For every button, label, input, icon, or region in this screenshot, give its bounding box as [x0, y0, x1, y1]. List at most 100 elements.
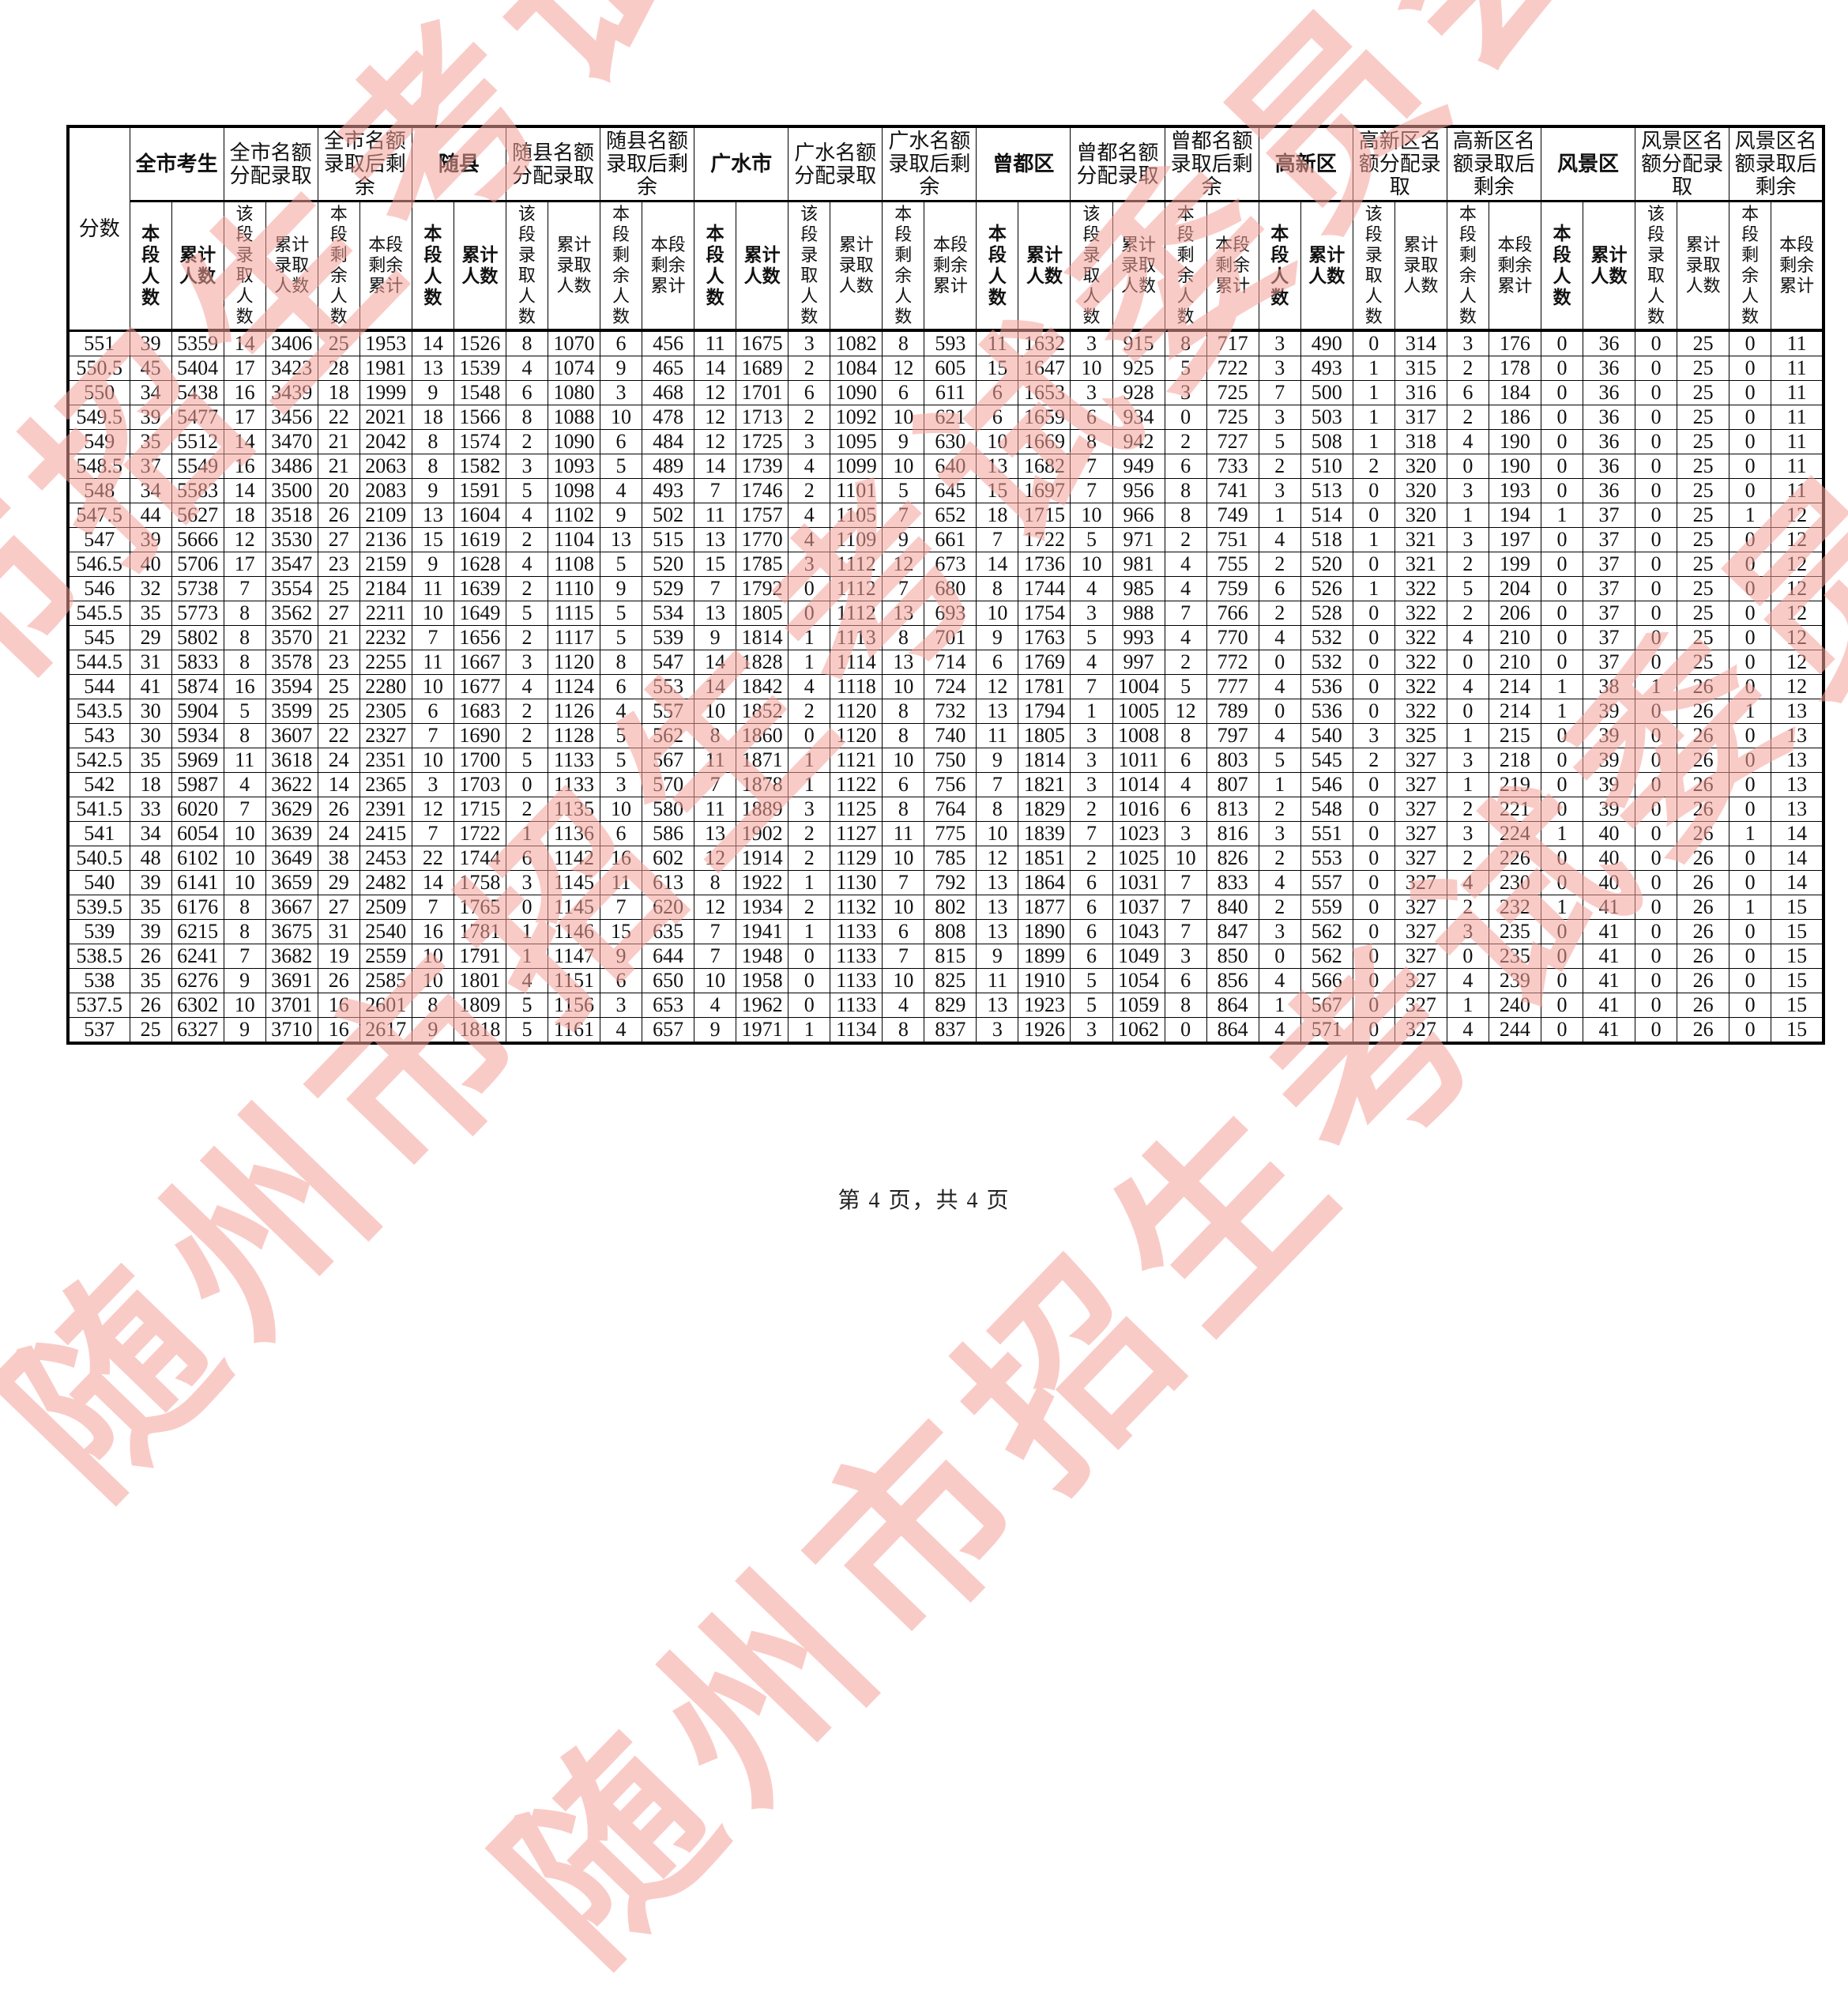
table-row: 545 29 5802 8 3570 21 2232 7 1656 2 1117 5 539 9 1814 1…	[67, 625, 1824, 651]
score-cell: 538	[67, 968, 130, 994]
cell: 25	[1677, 601, 1730, 627]
cell: 2	[1352, 454, 1395, 480]
cell: 2	[1258, 846, 1301, 872]
cell: 190	[1488, 429, 1541, 455]
cell: 0	[1635, 356, 1678, 382]
cell: 0	[1540, 919, 1583, 945]
cell: 0	[1540, 968, 1583, 994]
table-row: 551 39 5359 14 3406 25 1953 14 1526 8 1070 6 456 11 16…	[67, 330, 1824, 357]
cell: 2136	[359, 527, 412, 553]
cell: 2159	[359, 552, 412, 578]
cell: 1098	[547, 478, 601, 504]
cell: 5	[1164, 356, 1207, 382]
cell: 1715	[453, 797, 506, 823]
cell: 11	[411, 576, 454, 602]
cell: 0	[1540, 405, 1583, 431]
cell: 26	[1677, 772, 1730, 798]
cell: 4	[788, 527, 831, 553]
cell: 9	[882, 429, 925, 455]
cell: 759	[1206, 576, 1259, 602]
cell: 11	[1771, 380, 1824, 406]
cell: 9	[882, 527, 925, 553]
cell: 11	[694, 503, 737, 529]
cell: 740	[924, 723, 977, 749]
cell: 0	[1540, 527, 1583, 553]
cell: 25	[1677, 380, 1730, 406]
table-row: 546 32 5738 7 3554 25 2184 11 1639 2 1110 9 529 7 1792…	[67, 576, 1824, 602]
cell: 4	[1258, 625, 1301, 651]
cell: 6	[788, 380, 831, 406]
cell: 1659	[1018, 405, 1071, 431]
cell: 12	[1771, 625, 1824, 651]
cell: 1	[1258, 993, 1301, 1019]
cell: 325	[1394, 723, 1447, 749]
cell: 6102	[171, 846, 224, 872]
cell: 0	[1729, 772, 1772, 798]
cell: 230	[1488, 870, 1541, 896]
cell: 2	[1446, 895, 1489, 921]
cell: 4	[1258, 527, 1301, 553]
cell: 5738	[171, 576, 224, 602]
cell: 6	[600, 330, 643, 357]
cell: 10	[411, 601, 454, 627]
cell: 13	[411, 503, 454, 529]
cell: 36	[1582, 478, 1636, 504]
cell: 13	[976, 699, 1019, 725]
cell: 13	[600, 527, 643, 553]
cell: 0	[1540, 723, 1583, 749]
cell: 2	[1446, 405, 1489, 431]
table-row: 541 34 6054 10 3639 24 2415 7 1722 1 1136 6 586 13 190…	[67, 821, 1824, 847]
cell: 18	[129, 772, 172, 798]
cell: 770	[1206, 625, 1259, 651]
cell: 526	[1300, 576, 1353, 602]
table-row: 547 39 5666 12 3530 27 2136 15 1619 2 1104 13 515 13 1…	[67, 527, 1824, 553]
column-subheader: 本段剩余人数	[317, 201, 360, 333]
cell: 6	[600, 968, 643, 994]
cell: 3	[1070, 601, 1113, 627]
column-subheader: 累计录取人数	[1394, 201, 1447, 333]
cell: 2327	[359, 723, 412, 749]
cell: 1142	[547, 846, 601, 872]
cell: 41	[1582, 919, 1636, 945]
cell: 14	[1771, 870, 1824, 896]
cell: 14	[223, 429, 266, 455]
cell: 14	[411, 870, 454, 896]
cell: 314	[1394, 330, 1447, 357]
cell: 1	[788, 748, 831, 774]
cell: 0	[1635, 552, 1678, 578]
cell: 724	[924, 674, 977, 700]
cell: 12	[1771, 552, 1824, 578]
cell: 1785	[736, 552, 789, 578]
score-cell: 548.5	[67, 454, 130, 480]
cell: 4	[600, 699, 643, 725]
cell: 1031	[1112, 870, 1165, 896]
cell: 9	[411, 552, 454, 578]
cell: 1805	[736, 601, 789, 627]
cell: 2	[788, 478, 831, 504]
cell: 1088	[547, 405, 601, 431]
cell: 10	[411, 944, 454, 970]
cell: 6	[411, 699, 454, 725]
cell: 24	[317, 748, 360, 774]
cell: 1128	[547, 723, 601, 749]
cell: 4	[788, 674, 831, 700]
cell: 0	[788, 576, 831, 602]
cell: 27	[317, 895, 360, 921]
cell: 2	[1446, 846, 1489, 872]
table-row: 539 39 6215 8 3675 31 2540 16 1781 1 1146 15 635 7 194…	[67, 919, 1824, 945]
cell: 2	[1446, 797, 1489, 823]
cell: 3691	[265, 968, 318, 994]
column-group-header: 广水市	[694, 126, 789, 203]
cell: 5833	[171, 650, 224, 676]
cell: 0	[1729, 601, 1772, 627]
cell: 6	[600, 429, 643, 455]
cell: 0	[1446, 944, 1489, 970]
cell: 2391	[359, 797, 412, 823]
cell: 11	[694, 748, 737, 774]
cell: 5	[882, 478, 925, 504]
score-cell: 542.5	[67, 748, 130, 774]
cell: 39	[129, 527, 172, 553]
cell: 807	[1206, 772, 1259, 798]
score-cell: 543.5	[67, 699, 130, 725]
cell: 0	[1540, 797, 1583, 823]
